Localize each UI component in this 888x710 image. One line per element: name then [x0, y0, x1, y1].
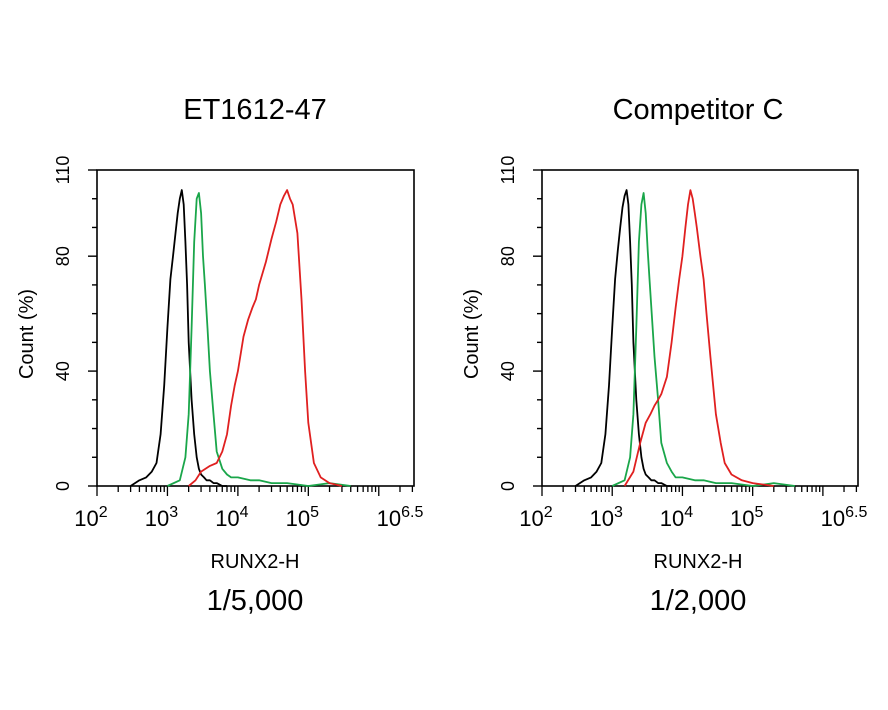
histogram-line-1 [130, 189, 227, 487]
y-tick-label: 40 [53, 361, 73, 381]
x-tick-label: 104 [660, 504, 693, 531]
dilution-caption: 1/2,000 [650, 585, 747, 617]
x-tick-exponent: 2 [544, 504, 553, 521]
y-tick-label: 0 [498, 481, 518, 491]
plot-frame [541, 169, 859, 487]
x-tick-label: 103 [145, 504, 178, 531]
histogram-line-3 [188, 189, 343, 487]
x-tick-label: 105 [730, 504, 763, 531]
x-tick-label: 103 [590, 504, 623, 531]
x-tick-exponent: 5 [754, 504, 763, 521]
x-axis-label: RUNX2-H [654, 551, 743, 573]
x-tick-base: 10 [730, 506, 754, 531]
x-tick-base: 10 [74, 506, 98, 531]
x-tick-exponent: 2 [99, 504, 108, 521]
y-tick-label: 40 [498, 361, 518, 381]
plot-frame [96, 169, 415, 487]
x-tick-label: 106.5 [821, 504, 868, 531]
x-tick-exponent: 6.5 [845, 504, 867, 521]
x-tick-base: 10 [821, 506, 845, 531]
y-tick-label: 80 [498, 246, 518, 266]
x-tick-label: 105 [286, 504, 319, 531]
dilution-caption: 1/5,000 [207, 585, 304, 617]
histogram-line-3 [623, 189, 774, 487]
x-tick-exponent: 4 [684, 504, 693, 521]
x-axis-label: RUNX2-H [211, 551, 300, 573]
x-tick-base: 10 [590, 506, 614, 531]
x-tick-base: 10 [519, 506, 543, 531]
x-tick-exponent: 3 [614, 504, 623, 521]
y-tick-label: 80 [53, 246, 73, 266]
x-tick-base: 10 [215, 506, 239, 531]
x-tick-exponent: 3 [169, 504, 178, 521]
chart-title: ET1612-47 [183, 94, 327, 126]
x-tick-label: 106.5 [377, 504, 424, 531]
x-tick-base: 10 [377, 506, 401, 531]
x-tick-exponent: 5 [310, 504, 319, 521]
x-tick-exponent: 6.5 [401, 504, 423, 521]
x-tick-exponent: 4 [240, 504, 249, 521]
histogram-line-2 [167, 192, 351, 487]
y-tick-label: 110 [53, 156, 73, 185]
y-axis-label: Count (%) [16, 289, 38, 379]
chart-title: Competitor C [613, 94, 784, 126]
y-axis-label: Count (%) [461, 289, 483, 379]
x-tick-label: 102 [519, 504, 552, 531]
x-tick-label: 104 [215, 504, 248, 531]
y-tick-label: 110 [498, 156, 518, 185]
x-tick-base: 10 [286, 506, 310, 531]
histogram-line-1 [575, 189, 672, 487]
y-tick-label: 0 [53, 481, 73, 491]
histogram-line-2 [611, 192, 796, 487]
x-tick-base: 10 [145, 506, 169, 531]
x-tick-label: 102 [74, 504, 107, 531]
x-tick-base: 10 [660, 506, 684, 531]
